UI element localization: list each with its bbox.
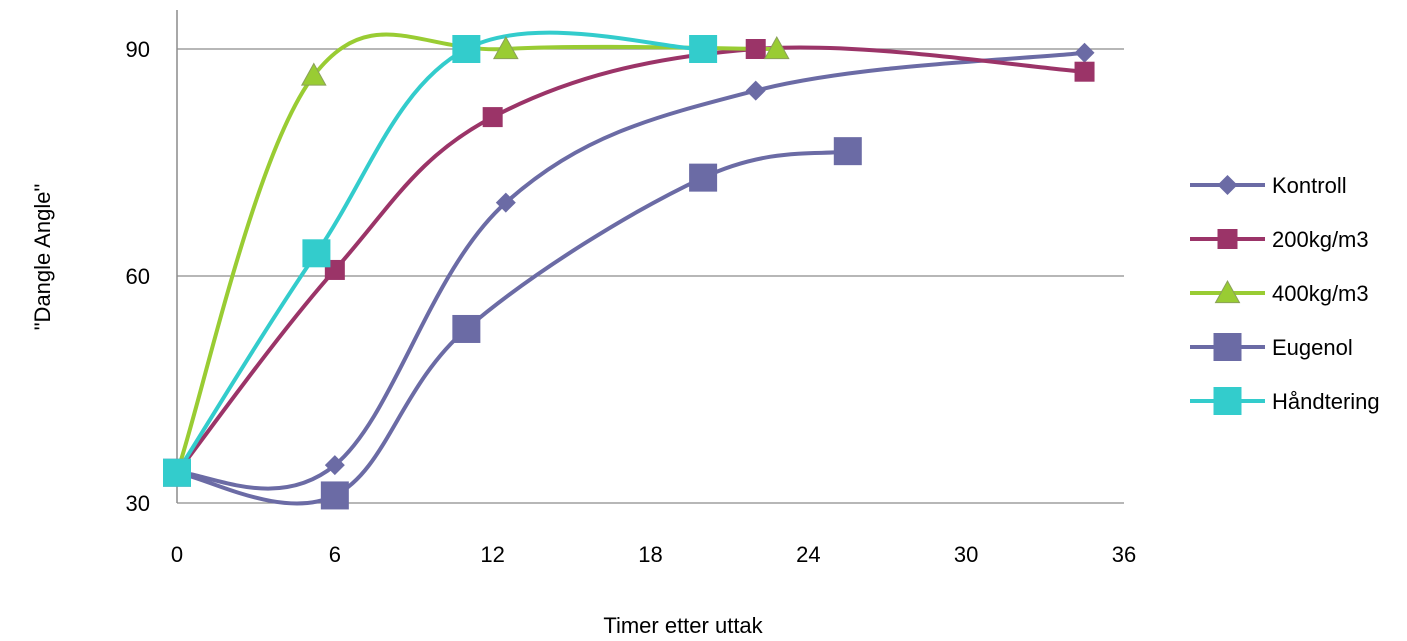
x-tick-label: 12 — [480, 542, 504, 567]
data-point-marker — [324, 455, 345, 476]
gridlines — [177, 48, 1124, 504]
data-point-marker — [495, 192, 516, 213]
legend-label: 200kg/m3 — [1272, 227, 1369, 252]
x-tick-label: 6 — [329, 542, 341, 567]
legend-marker — [1214, 279, 1241, 304]
legend-marker — [1213, 387, 1242, 415]
y-tick-label: 60 — [126, 264, 150, 289]
x-axis-title: Timer etter uttak — [603, 613, 763, 638]
data-point-marker — [163, 458, 191, 487]
legend-marker — [1217, 175, 1238, 195]
series-line-2 — [175, 32, 779, 475]
x-tick-label: 18 — [638, 542, 662, 567]
y-axis-title: "Dangle Angle" — [30, 184, 55, 331]
data-point-marker — [302, 239, 331, 268]
y-tick-label: 30 — [126, 491, 150, 516]
data-point-marker — [745, 80, 766, 101]
data-point-marker — [1074, 61, 1095, 82]
x-tick-label: 0 — [171, 542, 183, 567]
data-point-marker — [452, 314, 481, 343]
data-point-marker — [689, 35, 718, 63]
data-point-marker — [1074, 42, 1095, 63]
data-point-marker — [833, 137, 862, 166]
data-point-marker — [745, 39, 766, 59]
x-tick-label: 36 — [1112, 542, 1136, 567]
series-line-4 — [175, 30, 706, 475]
x-tick-label: 24 — [796, 542, 820, 567]
x-tick-label: 30 — [954, 542, 978, 567]
legend-label: Kontroll — [1272, 173, 1347, 198]
data-point-marker — [492, 35, 519, 60]
legend-marker — [1217, 229, 1238, 249]
legend-label: Eugenol — [1272, 335, 1353, 360]
series-line-0 — [175, 50, 1087, 491]
data-point-marker — [320, 481, 349, 510]
series-lines — [175, 30, 1087, 506]
legend: Kontroll 200kg/m3 400kg/m3 Eugenol Håndterin… — [1190, 173, 1380, 415]
legend-label: 400kg/m3 — [1272, 281, 1369, 306]
legend-label: Håndtering — [1272, 389, 1380, 414]
data-point-marker — [482, 107, 503, 128]
y-tick-label: 90 — [126, 37, 150, 62]
legend-marker — [1213, 333, 1242, 361]
data-point-marker — [689, 163, 718, 192]
series-markers — [163, 35, 1095, 510]
data-point-marker — [452, 35, 481, 63]
data-point-marker — [300, 62, 327, 86]
data-point-marker — [763, 35, 790, 60]
tick-labels: 30 60 90 0 6 12 18 24 30 36 — [126, 37, 1137, 567]
